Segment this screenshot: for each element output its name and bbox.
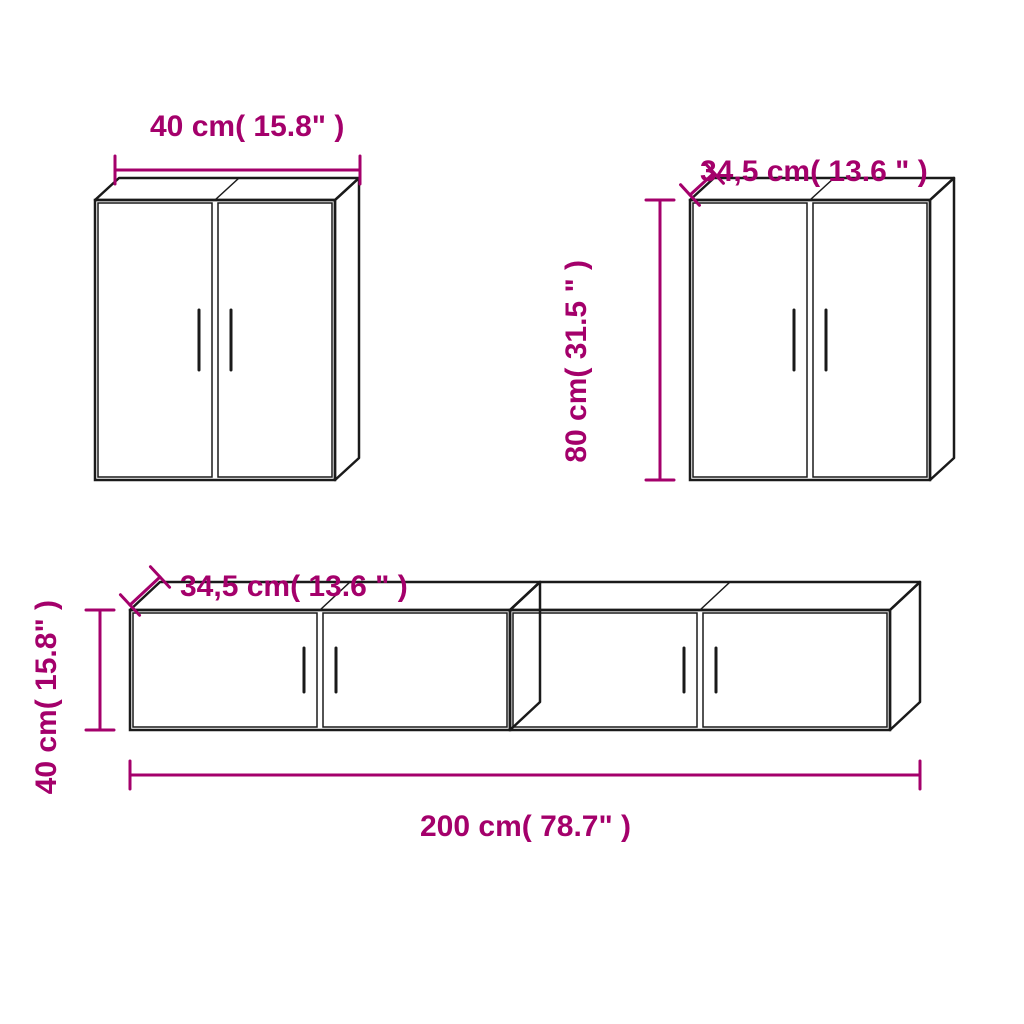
dim-low_width-line [130, 761, 920, 789]
dim-label-top_right_depth: 34,5 cm( 13.6 " ) [700, 155, 928, 189]
dim-label-low_depth: 34,5 cm( 13.6 " ) [180, 570, 408, 604]
dim-label-right_height: 80 cm( 31.5 " ) [560, 260, 594, 463]
dim-low_depth-line [120, 567, 169, 615]
dim-label-low_height: 40 cm( 15.8" ) [30, 600, 64, 794]
dim-low_height-line [86, 610, 114, 730]
diagram-canvas [0, 0, 1024, 1024]
cabinet-tall_right [690, 178, 954, 480]
dim-label-low_width: 200 cm( 78.7" ) [420, 810, 631, 844]
dim-right_height-line [646, 200, 674, 480]
dim-label-top_left_width: 40 cm( 15.8" ) [150, 110, 344, 144]
cabinet-low_left [130, 582, 540, 730]
cabinet-low_right [510, 582, 920, 730]
cabinet-tall_left [95, 178, 359, 480]
